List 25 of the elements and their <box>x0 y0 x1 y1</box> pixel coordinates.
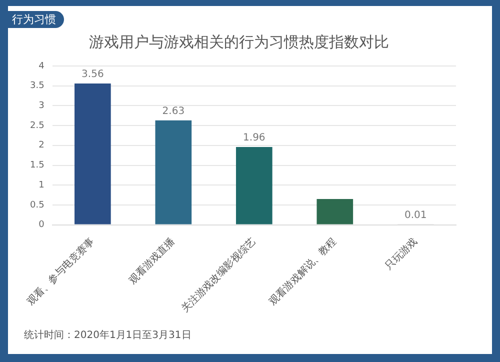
bar <box>155 120 192 224</box>
y-tick-label: 2 <box>38 140 44 151</box>
y-tick-label: 1 <box>38 180 44 190</box>
bar <box>316 199 354 224</box>
x-tick-label: 观看游戏直播 <box>126 236 178 286</box>
y-tick-label: 3.5 <box>30 81 44 92</box>
x-tick-label: 观看游戏解说、教程 <box>266 236 339 308</box>
data-label: 2.63 <box>162 106 185 117</box>
y-tick-label: 1.5 <box>30 160 44 171</box>
y-tick-label: 2.5 <box>30 120 44 131</box>
text: 统计时间：2020年1月1日至3月31日 <box>24 328 192 342</box>
data-label: 1.96 <box>243 132 266 144</box>
bar <box>74 83 111 224</box>
y-tick-label: 3 <box>38 101 44 112</box>
data-label: 0.01 <box>404 210 427 221</box>
y-tick-label: 4 <box>38 61 45 72</box>
x-tick-label: 观看、参与电竞赛事 <box>24 236 97 308</box>
data-label: 3.56 <box>82 69 104 80</box>
x-tick-label: 关注游戏改编影视综艺 <box>178 236 258 315</box>
x-tick-label: 只玩游戏 <box>382 236 420 272</box>
text: 行为习惯 <box>8 11 64 28</box>
y-tick-label: 0 <box>38 220 45 230</box>
chart-title: 游戏用户与游戏相关的行为习惯热度指数对比 <box>89 32 389 51</box>
y-tick-label: 0.5 <box>30 200 44 210</box>
bar <box>236 146 272 224</box>
